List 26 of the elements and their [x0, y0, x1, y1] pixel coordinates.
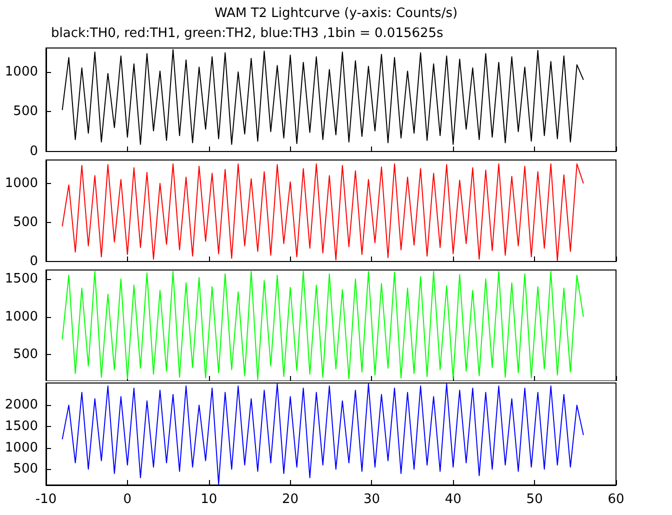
chart-title: WAM T2 Lightcurve (y-axis: Counts/s): [214, 6, 458, 21]
x-tick-label: 60: [608, 492, 624, 507]
line-series: [62, 383, 584, 485]
y-tick-label: 1000: [4, 440, 38, 456]
x-tick-label: 50: [526, 492, 543, 507]
x-tick-label: 0: [123, 492, 132, 507]
chart-subtitle: black:TH0, red:TH1, green:TH2, blue:TH3 ,1bin = 0.015625s: [51, 26, 444, 41]
y-tick-label: 1000: [4, 176, 38, 191]
y-tick-label: 500: [13, 462, 38, 477]
y-tick-label: 0: [30, 254, 38, 269]
y-tick-label: 1500: [4, 272, 38, 287]
y-tick-label: 500: [13, 347, 38, 362]
y-tick-label: 0: [30, 144, 38, 159]
y-tick-label: 500: [13, 104, 38, 120]
x-tick-label: 40: [444, 492, 462, 507]
y-tick-label: 1000: [4, 309, 38, 324]
x-tick-label: 20: [282, 492, 299, 507]
x-tick-label: 10: [200, 492, 218, 507]
line-series: [62, 271, 584, 380]
line-series: [62, 163, 584, 262]
y-tick-label: 2000: [4, 398, 38, 413]
x-tick-label: -10: [35, 492, 57, 507]
x-tick-label: 30: [363, 492, 380, 507]
y-tick-label: 500: [13, 214, 38, 230]
y-tick-label: 1500: [4, 419, 38, 434]
y-tick-label: 1000: [4, 64, 38, 80]
